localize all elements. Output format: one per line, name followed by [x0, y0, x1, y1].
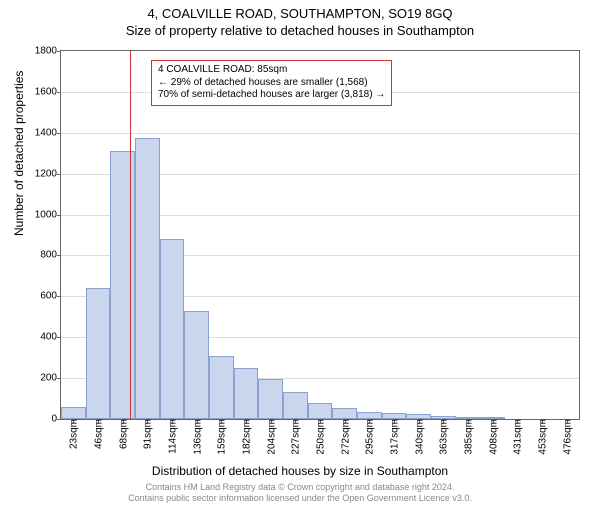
x-tick-label: 317sqm	[388, 419, 401, 455]
y-tick-mark	[57, 92, 61, 93]
x-tick-label: 295sqm	[363, 419, 376, 455]
x-tick-label: 68sqm	[116, 419, 129, 449]
x-tick-label: 431sqm	[511, 419, 524, 455]
x-tick-label: 476sqm	[560, 419, 573, 455]
annotation-line: 70% of semi-detached houses are larger (…	[158, 89, 385, 102]
histogram-bar	[283, 392, 308, 419]
page-title: 4, COALVILLE ROAD, SOUTHAMPTON, SO19 8GQ	[0, 6, 600, 21]
property-marker-line	[130, 51, 131, 419]
y-tick-mark	[57, 215, 61, 216]
x-tick-label: 159sqm	[215, 419, 228, 455]
x-tick-label: 204sqm	[264, 419, 277, 455]
x-tick-label: 385sqm	[462, 419, 475, 455]
histogram-bar	[332, 408, 357, 419]
x-tick-label: 91sqm	[141, 419, 154, 449]
y-tick-mark	[57, 337, 61, 338]
histogram-bar	[184, 311, 209, 419]
annotation-line: ← 29% of detached houses are smaller (1,…	[158, 77, 385, 90]
x-tick-label: 23sqm	[67, 419, 80, 449]
y-tick-mark	[57, 133, 61, 134]
footer-line: Contains public sector information licen…	[0, 493, 600, 504]
x-tick-label: 182sqm	[240, 419, 253, 455]
histogram-bar	[258, 379, 283, 419]
histogram-bar	[209, 356, 234, 419]
y-tick-mark	[57, 419, 61, 420]
footer-line: Contains HM Land Registry data © Crown c…	[0, 482, 600, 493]
x-tick-label: 114sqm	[166, 419, 179, 454]
histogram-bar	[86, 288, 111, 419]
x-tick-label: 363sqm	[437, 419, 450, 455]
x-tick-label: 136sqm	[190, 419, 203, 455]
x-tick-label: 227sqm	[289, 419, 302, 455]
y-tick-mark	[57, 296, 61, 297]
annotation-line: 4 COALVILLE ROAD: 85sqm	[158, 64, 385, 77]
y-tick-mark	[57, 174, 61, 175]
page-subtitle: Size of property relative to detached ho…	[0, 23, 600, 38]
histogram-bar	[160, 239, 185, 419]
annotation-box: 4 COALVILLE ROAD: 85sqm← 29% of detached…	[151, 60, 392, 106]
y-tick-mark	[57, 51, 61, 52]
histogram-bar	[135, 138, 160, 419]
x-tick-label: 272sqm	[338, 419, 351, 455]
histogram-bar	[308, 403, 333, 419]
x-tick-label: 46sqm	[92, 419, 105, 449]
histogram-bar	[357, 412, 382, 419]
x-axis-label: Distribution of detached houses by size …	[0, 464, 600, 478]
histogram-bar	[234, 368, 259, 419]
histogram-chart: 02004006008001000120014001600180023sqm46…	[60, 50, 580, 420]
y-tick-mark	[57, 255, 61, 256]
x-tick-label: 340sqm	[412, 419, 425, 455]
y-axis-label: Number of detached properties	[12, 71, 26, 236]
x-tick-label: 250sqm	[314, 419, 327, 455]
histogram-bar	[61, 407, 86, 419]
y-tick-mark	[57, 378, 61, 379]
x-tick-label: 408sqm	[486, 419, 499, 455]
histogram-bar	[110, 151, 135, 419]
attribution-footer: Contains HM Land Registry data © Crown c…	[0, 482, 600, 504]
x-tick-label: 453sqm	[536, 419, 549, 455]
gridline	[61, 133, 579, 134]
